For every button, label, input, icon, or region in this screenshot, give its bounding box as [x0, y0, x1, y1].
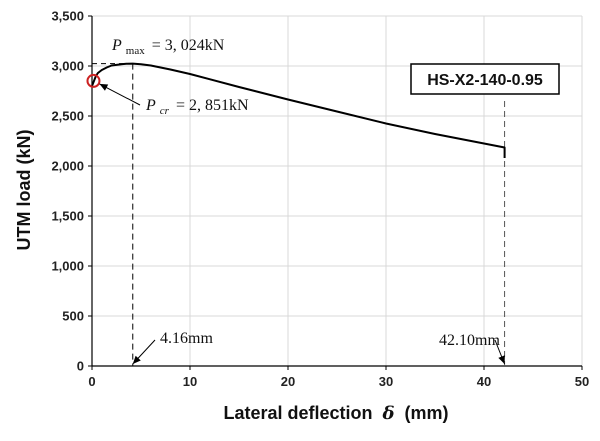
x-axis-title-unit: (mm) [405, 403, 449, 423]
y-tick-label: 1,500 [51, 209, 84, 224]
y-tick-label: 2,000 [51, 159, 84, 174]
y-axis-title: UTM load (kN) [14, 130, 34, 251]
x-axis-title: Lateral deflection δ (mm) [223, 403, 448, 424]
legend-box [410, 63, 560, 95]
d2-arrow-head [498, 355, 505, 364]
tick-labels: 0 500 1,000 1,500 2,000 2,500 3,000 3,500 0 10 20 3… [51, 9, 589, 390]
pcr-subscript: cr [160, 105, 170, 117]
pmax-symbol: P [111, 37, 122, 54]
guide-lines [92, 63, 506, 366]
deflection-label-42-10: 42.10mm [439, 332, 500, 349]
legend-label: HS-X2-140-0.95 [427, 72, 543, 89]
y-tick-label: 3,500 [51, 9, 84, 24]
x-axis-title-text: Lateral deflection [223, 403, 372, 423]
pcr-symbol: P [145, 97, 156, 114]
x-tick-label: 20 [281, 374, 295, 389]
pcr-value: = 2, 851kN [176, 97, 249, 114]
y-tick-label: 0 [77, 359, 84, 374]
y-tick-label: 500 [62, 309, 84, 324]
pcr-annotation: P cr = 2, 851kN [145, 97, 249, 118]
y-tick-label: 3,000 [51, 59, 84, 74]
x-tick-label: 10 [183, 374, 197, 389]
x-tick-label: 30 [379, 374, 393, 389]
annotations [86, 73, 506, 365]
series-line [91, 62, 506, 158]
x-tick-label: 0 [88, 374, 95, 389]
pmax-subscript: max [126, 45, 145, 57]
y-tick-label: 2,500 [51, 109, 84, 124]
x-axis-title-symbol: δ [382, 403, 395, 424]
pmax-annotation: P max = 3, 024kN [111, 37, 225, 58]
x-tick-label: 40 [477, 374, 491, 389]
d1-arrow-head [132, 355, 141, 364]
pcr-marker-circle [86, 73, 101, 88]
series-lines [91, 62, 506, 158]
pmax-value: = 3, 024kN [152, 37, 225, 54]
y-tick-label: 1,000 [51, 259, 84, 274]
x-tick-label: 50 [575, 374, 589, 389]
pcr-arrow-head [99, 83, 109, 91]
deflection-label-4-16: 4.16mm [160, 330, 213, 347]
